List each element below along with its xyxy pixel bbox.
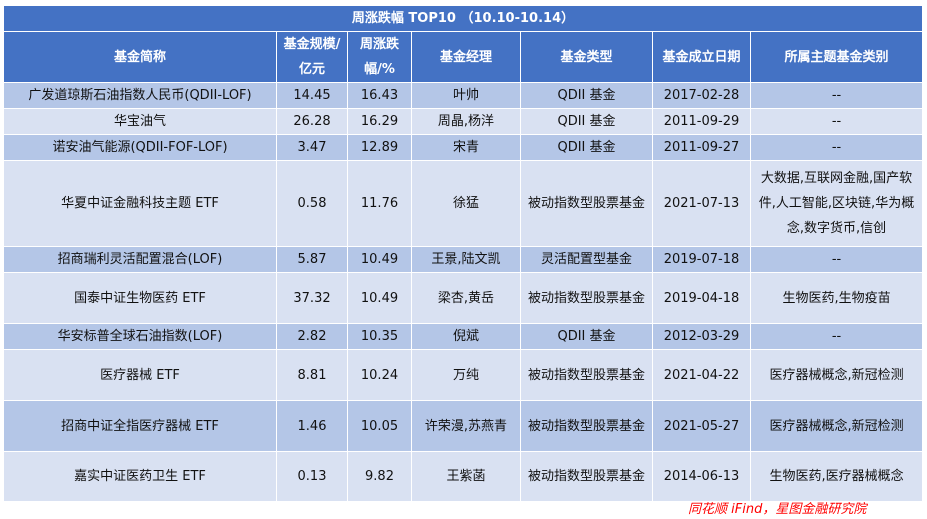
cell-change: 9.82 xyxy=(347,451,412,502)
column-header-type: 基金类型 xyxy=(520,31,653,83)
cell-theme: -- xyxy=(749,134,924,161)
cell-scale: 26.28 xyxy=(276,108,348,135)
source-note: 同花顺 iFind，星图金融研究院 xyxy=(688,502,867,517)
cell-scale: 37.32 xyxy=(276,272,348,324)
cell-scale: 1.46 xyxy=(276,400,348,452)
cell-date: 2014-06-13 xyxy=(652,451,751,502)
cell-scale: 3.47 xyxy=(276,134,348,161)
cell-scale: 2.82 xyxy=(276,323,348,350)
cell-change: 16.29 xyxy=(347,108,412,135)
cell-manager: 许荣漫,苏燕青 xyxy=(411,400,521,452)
table-row: 华夏中证金融科技主题 ETF 0.58 11.76 徐猛 被动指数型股票基金 2021-0… xyxy=(3,160,924,247)
table-title: 周涨跌幅 TOP10 （10.10-10.14） xyxy=(2,5,924,32)
cell-type: QDII 基金 xyxy=(520,134,653,161)
cell-date: 2011-09-27 xyxy=(652,134,751,161)
cell-type: QDII 基金 xyxy=(520,82,653,109)
cell-theme: -- xyxy=(749,108,924,135)
cell-type: 被动指数型股票基金 xyxy=(520,160,653,247)
cell-type: 灵活配置型基金 xyxy=(520,246,653,273)
cell-name: 诺安油气能源(QDII-FOF-LOF) xyxy=(3,134,277,161)
cell-manager: 周晶,杨洋 xyxy=(411,108,521,135)
column-header-manager: 基金经理 xyxy=(411,31,521,83)
cell-name: 国泰中证生物医药 ETF xyxy=(3,272,277,324)
cell-name: 医疗器械 ETF xyxy=(3,349,277,401)
cell-name: 华宝油气 xyxy=(3,108,277,135)
cell-scale: 8.81 xyxy=(276,349,348,401)
cell-name: 招商中证全指医疗器械 ETF xyxy=(3,400,277,452)
cell-date: 2011-09-29 xyxy=(652,108,751,135)
cell-scale: 5.87 xyxy=(276,246,348,273)
fund-table: 周涨跌幅 TOP10 （10.10-10.14） 基金简称 基金规模/亿元 周涨跌幅… xyxy=(2,5,924,502)
column-header-name: 基金简称 xyxy=(3,31,277,83)
table-row: 广发道琼斯石油指数人民币(QDII-LOF) 14.45 16.43 叶帅 QDII 基… xyxy=(3,82,924,109)
cell-change: 11.76 xyxy=(347,160,412,247)
cell-change: 10.49 xyxy=(347,246,412,273)
cell-name: 华夏中证金融科技主题 ETF xyxy=(3,160,277,247)
cell-date: 2012-03-29 xyxy=(652,323,751,350)
column-header-theme: 所属主题基金类别 xyxy=(749,31,924,83)
cell-date: 2021-05-27 xyxy=(652,400,751,452)
cell-manager: 王景,陆文凯 xyxy=(411,246,521,273)
cell-name: 广发道琼斯石油指数人民币(QDII-LOF) xyxy=(3,82,277,109)
cell-date: 2021-04-22 xyxy=(652,349,751,401)
cell-manager: 叶帅 xyxy=(411,82,521,109)
cell-scale: 0.58 xyxy=(276,160,348,247)
cell-type: QDII 基金 xyxy=(520,323,653,350)
cell-manager: 王紫菡 xyxy=(411,451,521,502)
column-header-scale: 基金规模/亿元 xyxy=(276,31,348,83)
column-header-date: 基金成立日期 xyxy=(652,31,751,83)
table-row: 招商中证全指医疗器械 ETF 1.46 10.05 许荣漫,苏燕青 被动指数型股票基金 2… xyxy=(3,400,924,452)
cell-theme: 大数据,互联网金融,国产软件,人工智能,区块链,华为概念,数字货币,信创 xyxy=(749,160,924,247)
cell-manager: 万纯 xyxy=(411,349,521,401)
cell-type: 被动指数型股票基金 xyxy=(520,451,653,502)
cell-scale: 14.45 xyxy=(276,82,348,109)
cell-change: 10.05 xyxy=(347,400,412,452)
cell-theme: 医疗器械概念,新冠检测 xyxy=(749,400,924,452)
table-row: 华宝油气 26.28 16.29 周晶,杨洋 QDII 基金 2011-09-29 -- xyxy=(3,108,924,135)
cell-name: 招商瑞利灵活配置混合(LOF) xyxy=(3,246,277,273)
cell-theme: 生物医药,生物疫苗 xyxy=(749,272,924,324)
cell-date: 2017-02-28 xyxy=(652,82,751,109)
table-row: 嘉实中证医药卫生 ETF 0.13 9.82 王紫菡 被动指数型股票基金 2014-06-… xyxy=(3,451,924,502)
cell-date: 2021-07-13 xyxy=(652,160,751,247)
cell-change: 16.43 xyxy=(347,82,412,109)
cell-manager: 倪斌 xyxy=(411,323,521,350)
cell-change: 12.89 xyxy=(347,134,412,161)
cell-theme: -- xyxy=(749,246,924,273)
cell-manager: 徐猛 xyxy=(411,160,521,247)
cell-type: 被动指数型股票基金 xyxy=(520,400,653,452)
cell-type: QDII 基金 xyxy=(520,108,653,135)
cell-scale: 0.13 xyxy=(276,451,348,502)
table-row: 招商瑞利灵活配置混合(LOF) 5.87 10.49 王景,陆文凯 灵活配置型基金 201… xyxy=(3,246,924,273)
cell-change: 10.24 xyxy=(347,349,412,401)
table-row: 华安标普全球石油指数(LOF) 2.82 10.35 倪斌 QDII 基金 2012-03… xyxy=(3,323,924,350)
cell-change: 10.49 xyxy=(347,272,412,324)
cell-manager: 宋青 xyxy=(411,134,521,161)
cell-date: 2019-07-18 xyxy=(652,246,751,273)
cell-change: 10.35 xyxy=(347,323,412,350)
cell-theme: 生物医药,医疗器械概念 xyxy=(749,451,924,502)
table-row: 国泰中证生物医药 ETF 37.32 10.49 梁杏,黄岳 被动指数型股票基金 2019… xyxy=(3,272,924,324)
cell-type: 被动指数型股票基金 xyxy=(520,349,653,401)
column-header-change: 周涨跌幅/% xyxy=(347,31,412,83)
cell-date: 2019-04-18 xyxy=(652,272,751,324)
cell-theme: -- xyxy=(749,82,924,109)
table-row: 医疗器械 ETF 8.81 10.24 万纯 被动指数型股票基金 2021-04-22 医疗… xyxy=(3,349,924,401)
table-row: 诺安油气能源(QDII-FOF-LOF) 3.47 12.89 宋青 QDII 基金 20… xyxy=(3,134,924,161)
cell-manager: 梁杏,黄岳 xyxy=(411,272,521,324)
cell-name: 华安标普全球石油指数(LOF) xyxy=(3,323,277,350)
cell-type: 被动指数型股票基金 xyxy=(520,272,653,324)
cell-name: 嘉实中证医药卫生 ETF xyxy=(3,451,277,502)
cell-theme: -- xyxy=(749,323,924,350)
cell-theme: 医疗器械概念,新冠检测 xyxy=(749,349,924,401)
